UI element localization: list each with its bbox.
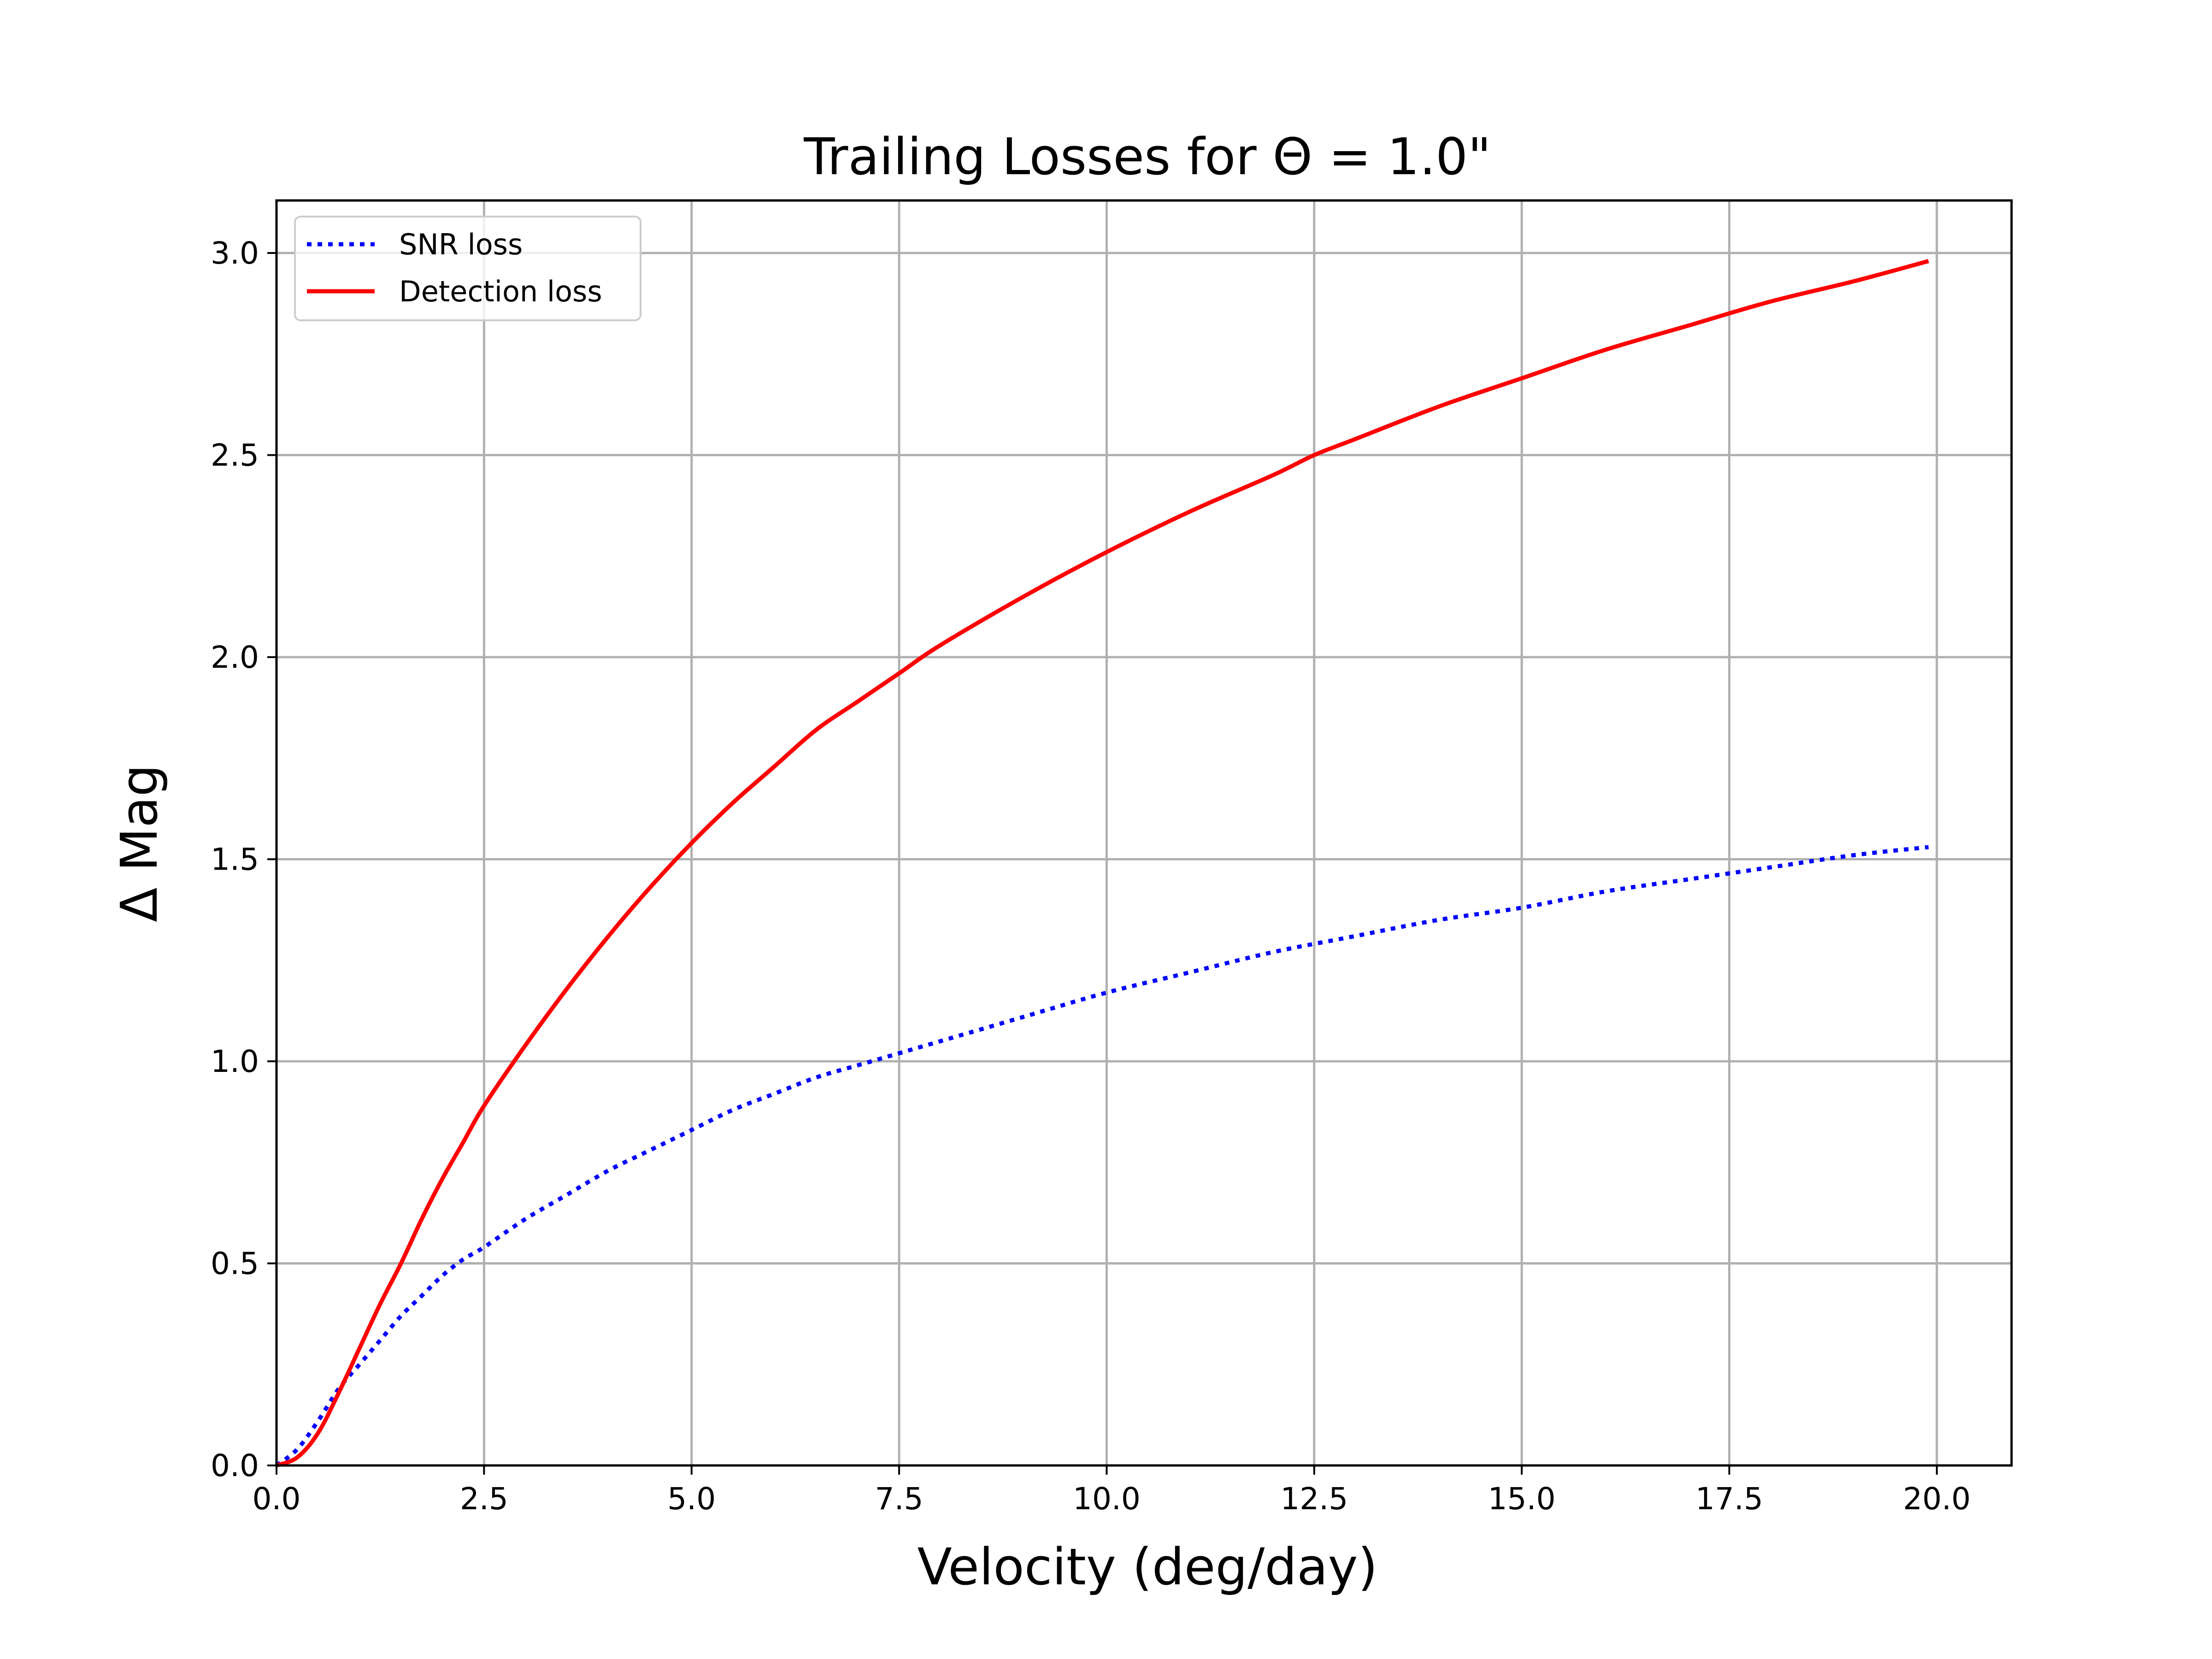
y-tick-label: 0.5 — [211, 1246, 259, 1282]
x-tick-label: 15.0 — [1488, 1481, 1556, 1517]
x-tick-label: 17.5 — [1695, 1481, 1763, 1517]
series-line-detection-loss — [276, 259, 1930, 1468]
chart-title: Trailing Losses for Θ = 1.0" — [803, 127, 1491, 186]
x-tick-label: 2.5 — [460, 1481, 508, 1517]
series-layer — [275, 259, 1930, 1468]
y-axis-label: Δ Mag — [110, 765, 169, 922]
x-tick-label: 7.5 — [875, 1481, 924, 1517]
legend-label-detection-loss: Detection loss — [399, 275, 602, 308]
legend-label-snr-loss: SNR loss — [399, 228, 523, 261]
y-tick-label: 0.0 — [211, 1448, 259, 1483]
plot-area-frame — [275, 199, 2013, 1467]
legend: SNR loss Detection loss — [294, 216, 641, 321]
y-tick-label: 1.0 — [211, 1044, 259, 1079]
tick-layer: 0.0 2.5 5.0 7.5 10.0 12.5 15.0 17.5 20.0 0.0 0.5 1.… — [211, 235, 1971, 1517]
y-tick-label: 2.5 — [211, 438, 259, 473]
y-tick-label: 1.5 — [211, 842, 259, 877]
x-tick-label: 10.0 — [1073, 1481, 1141, 1517]
legend-box — [294, 216, 641, 321]
x-tick-label: 0.0 — [253, 1481, 301, 1517]
x-tick-label: 20.0 — [1903, 1481, 1971, 1517]
y-tick-label: 2.0 — [211, 640, 259, 675]
x-tick-label: 12.5 — [1280, 1481, 1348, 1517]
series-line-snr-loss — [275, 845, 1929, 1467]
x-axis-label: Velocity (deg/day) — [917, 1537, 1377, 1596]
y-tick-label: 3.0 — [211, 235, 259, 271]
x-tick-label: 5.0 — [667, 1481, 716, 1517]
